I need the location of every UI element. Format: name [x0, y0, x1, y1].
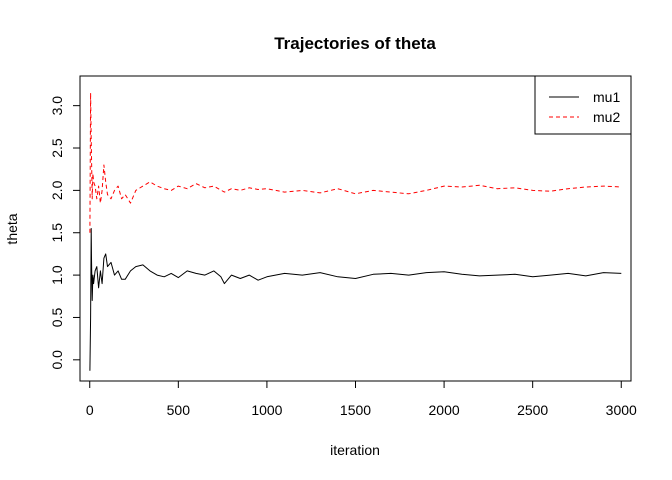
- y-tick-label: 0.0: [49, 350, 65, 370]
- legend: mu1 mu2: [534, 75, 632, 135]
- x-tick-label: 0: [86, 402, 94, 418]
- y-axis: 0.0 0.5 1.0 1.5 2.0 2.5 3.0: [49, 96, 81, 370]
- x-tick-label: 2500: [517, 402, 548, 418]
- y-tick-label: 3.0: [49, 96, 65, 116]
- x-tick-label: 1500: [340, 402, 371, 418]
- y-axis-label: theta: [4, 213, 20, 244]
- x-tick-label: 500: [167, 402, 191, 418]
- x-tick-label: 1000: [251, 402, 282, 418]
- y-tick-label: 1.5: [49, 223, 65, 243]
- x-axis-label: iteration: [330, 442, 380, 458]
- x-axis: 0 500 1000 1500 2000 2500 3000: [86, 380, 637, 418]
- y-tick-label: 2.5: [49, 138, 65, 158]
- legend-label-mu2: mu2: [593, 109, 620, 125]
- x-tick-label: 3000: [606, 402, 637, 418]
- series-line-mu1: [89, 228, 622, 371]
- x-tick-label: 2000: [429, 402, 460, 418]
- y-tick-label: 1.0: [49, 265, 65, 285]
- y-tick-label: 2.0: [49, 180, 65, 200]
- legend-box: [534, 75, 632, 135]
- chart-title: Trajectories of theta: [274, 34, 436, 53]
- y-tick-label: 0.5: [49, 308, 65, 328]
- legend-label-mu1: mu1: [593, 89, 620, 105]
- series-layer: [89, 92, 622, 371]
- series-line-mu2: [89, 92, 622, 233]
